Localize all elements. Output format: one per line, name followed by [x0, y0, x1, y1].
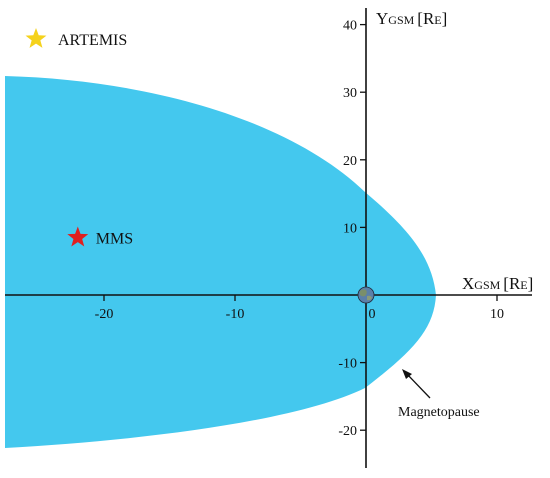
- red-star-icon: [67, 226, 89, 247]
- mms-star-shape: [67, 226, 89, 247]
- x-axis-unit-main: [R: [503, 274, 521, 293]
- earth-icon: [357, 286, 375, 304]
- yellow-star-icon: [25, 28, 47, 48]
- x-tick-label: 0: [369, 307, 376, 322]
- y-axis-unit-sub: E: [434, 13, 441, 27]
- artemis-star-shape: [25, 28, 47, 48]
- y-tick-label: 40: [343, 19, 357, 34]
- y-tick-label: 30: [343, 86, 357, 101]
- x-axis-title-main: X: [462, 274, 474, 293]
- x-tick-label: -10: [226, 307, 245, 322]
- y-axis-title: YGSM [RE]: [376, 9, 447, 28]
- mms-label: MMS: [96, 231, 133, 248]
- y-axis-title-sub: GSM: [388, 13, 414, 27]
- x-axis-unit-close: ]: [528, 274, 534, 293]
- x-axis-ticks: -50-40-30-20-1001020: [95, 295, 504, 322]
- y-tick-label: 20: [343, 154, 357, 169]
- x-tick-label: 10: [490, 307, 504, 322]
- artemis-label: ARTEMIS: [58, 32, 127, 49]
- x-axis-title-sub: GSM: [474, 278, 500, 292]
- y-tick-label: -10: [338, 357, 357, 372]
- x-axis-title: XGSM [RE]: [462, 274, 533, 293]
- y-axis-unit-main: [R: [417, 9, 435, 28]
- x-tick-label: -20: [95, 307, 114, 322]
- arrow-icon: [402, 369, 431, 399]
- magnetosphere-region: [5, 76, 436, 448]
- y-tick-label: -20: [338, 424, 357, 439]
- magnetopause-label: Magnetopause: [398, 405, 480, 420]
- y-axis-unit-close: ]: [442, 9, 448, 28]
- y-tick-label: 10: [343, 221, 357, 236]
- y-axis-title-main: Y: [376, 9, 388, 28]
- x-axis-unit-sub: E: [520, 278, 527, 292]
- y-axis-ticks: -20 -10 10 20 30 40: [338, 19, 366, 439]
